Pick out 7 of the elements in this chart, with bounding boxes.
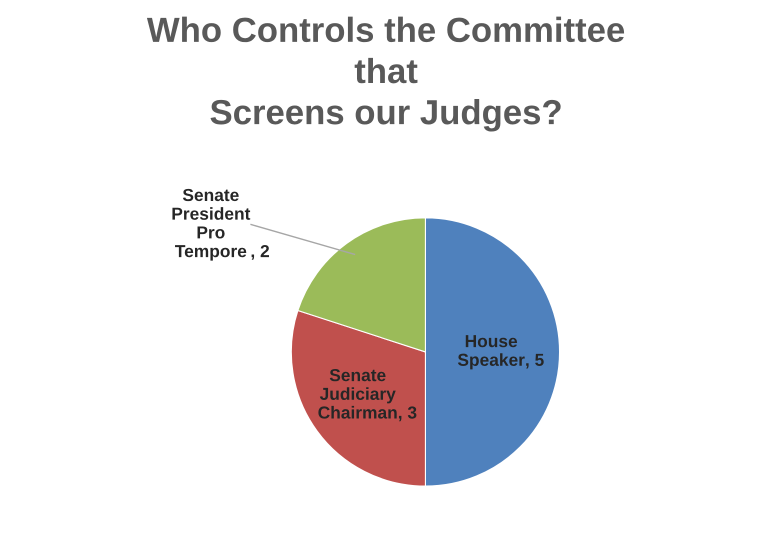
- data-label: , 3: [398, 406, 416, 422]
- chart-title: Who Controls the Committee that Screens our Judges?: [146, 16, 624, 132]
- data-label: , 5: [526, 354, 544, 368]
- data-label: , 2: [252, 244, 270, 260]
- slice-label: Senate President Pro Tempore: [172, 188, 250, 261]
- slice-label: Senate Judiciary Chairman: [318, 368, 397, 419]
- slice-label: House Speaker: [458, 335, 525, 370]
